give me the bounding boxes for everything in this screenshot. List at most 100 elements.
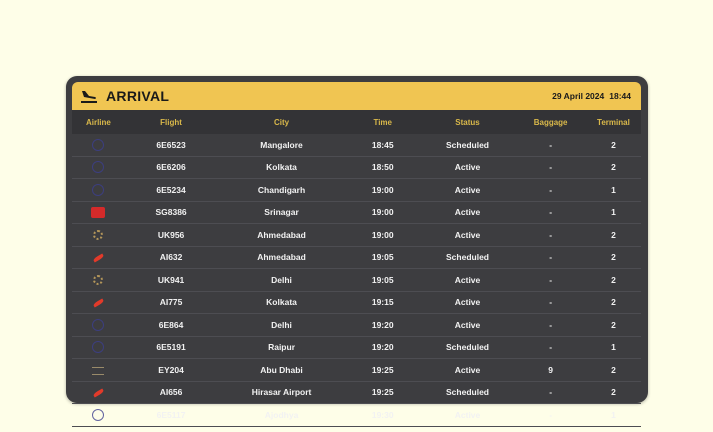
flight-cell: SG8386 (124, 201, 218, 224)
status-cell: Active (419, 291, 516, 314)
arrivals-table: Airline Flight City Time Status Baggage Termin… (72, 110, 641, 427)
terminal-cell: 1 (585, 403, 641, 427)
flight-cell: 6E5191 (124, 336, 218, 359)
flight-row[interactable]: AI775 Kolkata 19:15 Active -2 (72, 291, 641, 314)
flight-row[interactable]: EY204 Abu Dhabi 19:25 Active 9 2 (72, 358, 641, 382)
flight-cell: 6E6523 (124, 134, 218, 157)
city-cell: Ajodhya (217, 403, 346, 427)
airline-cell (72, 156, 125, 179)
column-header-status: Status (419, 110, 516, 134)
baggage-cell: - (515, 336, 586, 359)
status-cell: Active (419, 313, 516, 337)
flight-row[interactable]: 6E5117 Ajodhya 19:30 Active -1 (72, 403, 641, 427)
status-cell: Active (419, 223, 516, 247)
time-cell: 19:25 (345, 358, 420, 382)
ey-logo-icon (92, 366, 105, 375)
column-header-time: Time (345, 110, 420, 134)
terminal-cell: 2 (585, 358, 641, 382)
city-cell: Abu Dhabi (217, 358, 346, 382)
terminal-cell: 2 (585, 291, 641, 314)
indigo-logo-icon (92, 341, 105, 354)
status-cell: Scheduled (419, 134, 516, 157)
board-header: ARRIVAL 29 April 2024 18:44 (72, 82, 641, 110)
flight-row[interactable]: 6E6206 Kolkata 18:50 Active -2 (72, 156, 641, 179)
plane-landing-icon (81, 91, 97, 103)
time-cell: 19:05 (345, 246, 420, 269)
board-title: ARRIVAL (106, 88, 170, 104)
flight-cell: UK956 (124, 223, 218, 247)
time-cell: 19:25 (345, 381, 420, 404)
flight-cell: UK941 (124, 268, 218, 292)
flight-row[interactable]: AI656 Hirasar Airport 19:25 Scheduled -2 (72, 381, 641, 404)
baggage-cell: - (515, 268, 586, 292)
baggage-cell: - (515, 291, 586, 314)
baggage-cell: - (515, 313, 586, 337)
terminal-cell: 2 (585, 313, 641, 337)
indigo-logo-icon (92, 161, 105, 174)
baggage-cell: - (515, 178, 586, 202)
time-cell: 19:20 (345, 313, 420, 337)
airline-cell (72, 178, 125, 202)
time-cell: 19:30 (345, 403, 420, 427)
airline-cell (72, 403, 125, 427)
airline-cell (72, 381, 125, 404)
terminal-cell: 2 (585, 246, 641, 269)
flight-row[interactable]: UK956 Ahmedabad 19:00 Active -2 (72, 223, 641, 247)
indigo-logo-icon (92, 183, 105, 196)
flight-row[interactable]: UK941 Delhi 19:05 Active -2 (72, 268, 641, 292)
airline-cell (72, 336, 125, 359)
airline-cell (72, 358, 125, 382)
city-cell: Raipur (217, 336, 346, 359)
status-cell: Scheduled (419, 336, 516, 359)
terminal-cell: 2 (585, 223, 641, 247)
airline-cell (72, 268, 125, 292)
flight-cell: AI775 (124, 291, 218, 314)
airline-cell (72, 246, 125, 269)
airline-cell (72, 201, 125, 224)
current-date: 29 April 2024 (552, 91, 605, 101)
terminal-cell: 2 (585, 268, 641, 292)
indigo-logo-icon (92, 138, 105, 151)
baggage-cell: - (515, 246, 586, 269)
baggage-cell: - (515, 223, 586, 247)
flight-row[interactable]: 6E5191 Raipur 19:20 Scheduled -1 (72, 336, 641, 359)
uk-logo-icon (93, 230, 104, 241)
city-cell: Ahmedabad (217, 246, 346, 269)
city-cell: Srinagar (217, 201, 346, 224)
airline-cell (72, 291, 125, 314)
time-cell: 19:05 (345, 268, 420, 292)
city-cell: Ahmedabad (217, 223, 346, 247)
city-cell: Kolkata (217, 291, 346, 314)
terminal-cell: 2 (585, 156, 641, 179)
flight-row[interactable]: AI632 Ahmedabad 19:05 Scheduled -2 (72, 246, 641, 269)
status-cell: Active (419, 358, 516, 382)
city-cell: Chandigarh (217, 178, 346, 202)
status-cell: Scheduled (419, 246, 516, 269)
column-header-flight: Flight (124, 110, 218, 134)
status-cell: Active (419, 268, 516, 292)
flight-cell: 6E5234 (124, 178, 218, 202)
terminal-cell: 1 (585, 178, 641, 202)
time-cell: 19:00 (345, 223, 420, 247)
city-cell: Hirasar Airport (217, 381, 346, 404)
status-cell: Active (419, 403, 516, 427)
column-header-terminal: Terminal (585, 110, 641, 134)
status-cell: Active (419, 201, 516, 224)
arrival-board: ARRIVAL 29 April 2024 18:44 Airline Flight… (66, 76, 648, 427)
baggage-cell: - (515, 381, 586, 404)
column-header-airline: Airline (72, 110, 125, 134)
flight-cell: 6E864 (124, 313, 218, 337)
time-cell: 18:50 (345, 156, 420, 179)
baggage-cell: 9 (515, 358, 586, 382)
flight-row[interactable]: 6E5234 Chandigarh 19:00 Active -1 (72, 178, 641, 202)
flight-row[interactable]: 6E6523 Mangalore 18:45 Scheduled -2 (72, 134, 641, 157)
flight-cell: 6E6206 (124, 156, 218, 179)
ai-logo-icon (92, 253, 105, 263)
baggage-cell: - (515, 201, 586, 224)
uk-logo-icon (93, 275, 104, 286)
flight-cell: EY204 (124, 358, 218, 382)
column-header-baggage: Baggage (515, 110, 586, 134)
flight-row[interactable]: SG8386 Srinagar 19:00 Active -1 (72, 201, 641, 224)
city-cell: Kolkata (217, 156, 346, 179)
flight-row[interactable]: 6E864 Delhi 19:20 Active -2 (72, 313, 641, 337)
